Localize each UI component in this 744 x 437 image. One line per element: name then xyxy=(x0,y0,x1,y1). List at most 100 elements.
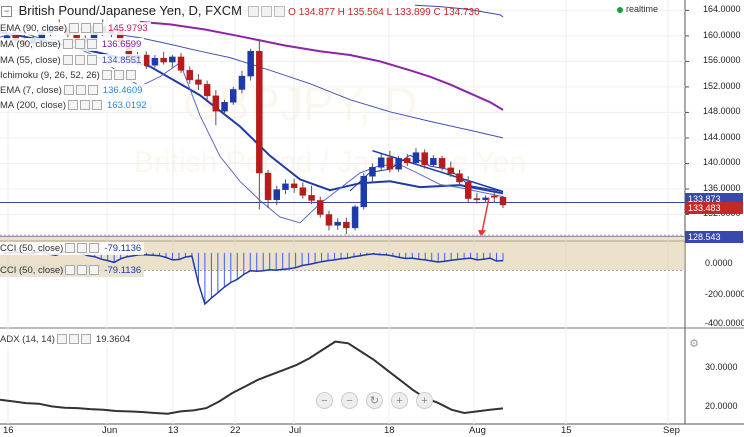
ohlc-open: O 134.877 xyxy=(288,7,335,18)
candle-bear xyxy=(456,173,463,183)
indicator-label: MA (200, close) xyxy=(0,100,66,111)
time-tick-label: Jun xyxy=(102,425,118,436)
adx-tick-1: 20.0000 xyxy=(705,401,738,411)
indicator-value: 136.4609 xyxy=(102,85,143,96)
candle-bear xyxy=(212,95,220,112)
adx-legend[interactable]: ADX (14, 14) 19.3604 xyxy=(0,333,134,346)
time-tick-label: Sep xyxy=(663,425,680,436)
price-tick-label: 136.0000 xyxy=(703,182,741,193)
settings-icon[interactable] xyxy=(113,70,124,81)
indicator-value: 163.0192 xyxy=(107,100,147,111)
cci-label-1: CCI (50, close) xyxy=(0,243,64,254)
time-tick-label: 18 xyxy=(384,425,395,436)
gear-icon[interactable]: ⚙ xyxy=(689,338,699,350)
time-tick-label: 15 xyxy=(561,425,572,436)
settings-icon[interactable] xyxy=(75,85,86,96)
close-icon[interactable] xyxy=(92,100,102,111)
settings-icon xyxy=(77,243,88,254)
indicator-legend-item[interactable]: MA (55, close) 134.8551 xyxy=(0,54,145,67)
eye-icon[interactable] xyxy=(68,100,78,111)
eye-icon xyxy=(65,243,76,254)
settings-icon xyxy=(77,265,88,276)
indicator-label: EMA (7, close) xyxy=(0,85,62,96)
candle-bear xyxy=(317,200,324,215)
candle-bull xyxy=(282,183,289,190)
candle-bull xyxy=(221,101,228,112)
indicator-legend-item[interactable]: MA (200, close) 163.0192 xyxy=(0,99,150,112)
indicator-legend-item[interactable]: MA (90, close) 136.6599 xyxy=(0,38,145,51)
zoom-out-icon[interactable]: − xyxy=(316,392,333,409)
eye-icon[interactable] xyxy=(101,70,112,81)
indicator-legend-item[interactable]: EMA (90, close) 145.9793 xyxy=(0,22,151,35)
scroll-left-icon[interactable]: − xyxy=(341,392,358,409)
close-icon[interactable] xyxy=(93,23,104,34)
close-icon[interactable] xyxy=(273,6,285,18)
close-icon[interactable] xyxy=(87,85,98,96)
cci-legend-1[interactable]: CCI (50, close) -79.1136 xyxy=(0,242,145,255)
settings-icon[interactable] xyxy=(81,23,92,34)
settings-icon[interactable] xyxy=(80,100,90,111)
cci-tick-1: -200.0000 xyxy=(705,289,744,299)
price-tag: 128.543 xyxy=(685,230,743,243)
candle-bear xyxy=(256,50,263,174)
eye-icon[interactable] xyxy=(63,85,74,96)
eye-icon[interactable] xyxy=(247,6,259,18)
candle-bull xyxy=(273,189,281,201)
settings-icon[interactable] xyxy=(74,55,85,66)
time-tick-label: 13 xyxy=(168,425,179,436)
candle-bear xyxy=(177,56,185,71)
price-tick-label: 140.0000 xyxy=(703,157,741,168)
settings-icon xyxy=(68,334,79,345)
trend-line-0 xyxy=(372,149,504,193)
indicator-label: MA (90, close) xyxy=(0,39,61,50)
collapse-icon[interactable]: − xyxy=(1,6,12,18)
scroll-right-icon[interactable]: + xyxy=(391,392,408,409)
candle-bear xyxy=(186,70,193,81)
candle-bear xyxy=(447,167,455,174)
close-icon[interactable] xyxy=(86,55,97,66)
cci-line xyxy=(3,249,504,306)
indicator-value: 145.9793 xyxy=(108,23,148,34)
realtime-badge: realtime xyxy=(616,4,658,14)
candle-bull xyxy=(412,152,420,164)
indicator-label: EMA (90, close) xyxy=(0,23,68,34)
symbol-title[interactable]: British Pound/Japanese Yen, D, FXCM xyxy=(18,3,242,18)
price-tick-label: 160.0000 xyxy=(703,29,741,40)
eye-icon[interactable] xyxy=(62,39,73,50)
close-icon[interactable] xyxy=(125,70,136,81)
price-tick-label: 148.0000 xyxy=(703,106,741,117)
price-tag: 133.483 xyxy=(685,202,743,215)
indicator-legend-item[interactable]: EMA (7, close) 136.4609 xyxy=(0,84,146,97)
price-tick-label: 156.0000 xyxy=(703,55,741,66)
chart-header: − British Pound/Japanese Yen, D, FXCM O … xyxy=(0,0,480,22)
time-tick-label: 16 xyxy=(3,425,14,436)
candle-bear xyxy=(290,183,298,188)
cci-legend-2[interactable]: CCI (50, close) -79.1136 xyxy=(0,264,145,277)
candle-bear xyxy=(404,158,411,164)
settings-icon[interactable] xyxy=(260,6,272,18)
eye-icon[interactable] xyxy=(62,55,73,66)
candle-bear xyxy=(160,57,167,63)
eye-icon[interactable] xyxy=(69,23,80,34)
candle-bear xyxy=(421,152,428,165)
indicator-legend-item[interactable]: Ichimoku (9, 26, 52, 26) xyxy=(0,69,139,82)
candle-bull xyxy=(377,157,385,168)
zoom-in-icon[interactable]: + xyxy=(416,392,433,409)
candle-bull xyxy=(351,206,359,229)
candle-bear xyxy=(491,195,498,198)
close-icon xyxy=(80,334,91,345)
candle-bear xyxy=(264,172,272,201)
adx-tick-0: 30.0000 xyxy=(705,362,738,372)
settings-icon[interactable] xyxy=(74,39,85,50)
cci-value-2: -79.1136 xyxy=(104,265,142,276)
candle-bull xyxy=(395,158,402,170)
reset-icon[interactable]: ↻ xyxy=(366,392,383,409)
candle-bull xyxy=(229,89,237,103)
candle-bull xyxy=(430,158,437,165)
price-tick-label: 144.0000 xyxy=(703,131,741,142)
close-icon[interactable] xyxy=(86,39,97,50)
realtime-dot-icon xyxy=(616,6,623,13)
ma-line-ma-55-close- xyxy=(79,28,504,139)
candle-bull xyxy=(360,175,368,208)
